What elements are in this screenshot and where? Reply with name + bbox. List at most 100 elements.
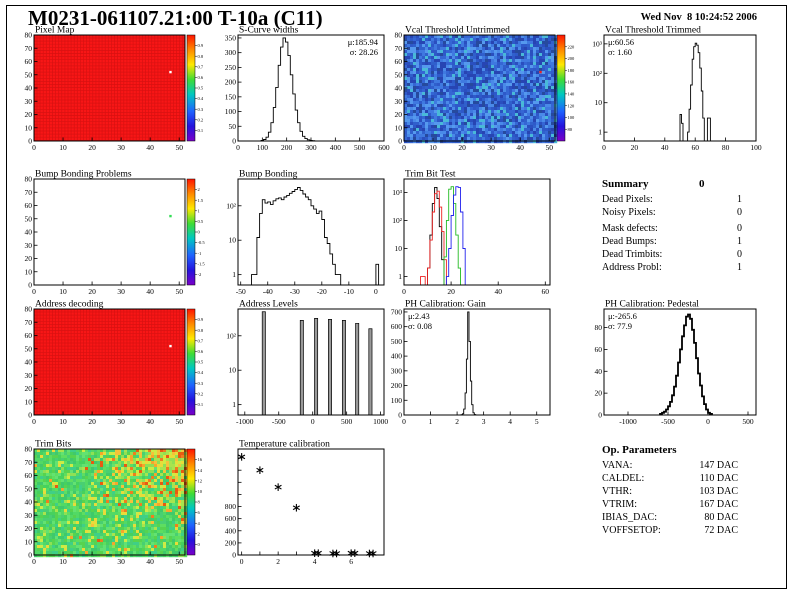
op-parameter-row-value: 147 DAC (699, 460, 738, 471)
op-parameter-row-label: CALDEL: (602, 473, 645, 484)
data-point-marker (238, 453, 246, 461)
y-tick-label: 60 (595, 345, 603, 354)
y-tick-label: 80 (25, 31, 33, 40)
y-tick-label: 10 (25, 267, 33, 276)
op-parameter-row: VANA: 147 DAC (602, 459, 738, 472)
x-tick-label: 0 (402, 417, 406, 426)
colorbar-label: 0.3 (198, 381, 204, 386)
x-tick-label: 500 (341, 417, 353, 426)
defect-pixel (169, 344, 172, 348)
x-tick-label: -20 (317, 287, 327, 296)
y-tick-label: 30 (25, 97, 33, 106)
colorbar-label: 0.7 (198, 338, 204, 343)
histogram-curve (659, 313, 713, 415)
op-parameter-row: IBIAS_DAC: 80 DAC (602, 511, 738, 524)
colorbar-label: 0.8 (198, 328, 204, 333)
y-tick-label: 0 (232, 551, 236, 560)
x-tick-label: 80 (722, 143, 730, 152)
y-tick-label: 10² (392, 216, 403, 225)
colorbar-label: 0 (198, 230, 201, 235)
y-tick-label: 150 (225, 92, 237, 101)
y-tick-label: 40 (395, 84, 403, 93)
x-tick-label: 0 (32, 557, 36, 566)
bump-bonding-plot: Bump Bonding -50 -40 -30 -20 -10 0 1 10 10² (226, 170, 385, 296)
plot-title: PH Calibration: Gain (405, 300, 486, 310)
x-tick-label: -30 (290, 287, 300, 296)
colorbar (186, 448, 196, 556)
summary-title: Summary (602, 178, 649, 190)
y-tick-label: 20 (395, 110, 403, 119)
x-tick-label: 300 (305, 143, 317, 152)
x-tick-label: 10 (59, 143, 67, 152)
x-tick-label: 20 (88, 143, 96, 152)
x-tick-label: 100 (750, 143, 762, 152)
x-tick-label: 20 (631, 143, 639, 152)
x-tick-label: 100 (257, 143, 269, 152)
y-tick-label: 10² (226, 331, 237, 340)
colorbar-label: 12 (198, 478, 203, 483)
x-tick-label: 60 (691, 143, 699, 152)
y-tick-label: 10 (25, 397, 33, 406)
x-tick-label: 0 (32, 143, 36, 152)
x-tick-label: 0 (311, 417, 315, 426)
data-point-marker (332, 549, 341, 558)
summary-row-value: 1 (737, 194, 742, 205)
x-tick-label: 40 (146, 287, 154, 296)
x-tick-label: 0 (240, 557, 244, 566)
x-tick-label: 40 (661, 143, 669, 152)
x-tick-label: 50 (175, 557, 183, 566)
y-tick-label: 20 (595, 389, 603, 398)
y-tick-label: 300 (225, 48, 237, 57)
stats-mu: μ:60.56 (608, 37, 634, 47)
colorbar-label: 0.9 (198, 43, 204, 48)
red-heatmap-cells (34, 35, 185, 141)
address-decoding-plot: Address decoding 0.9 0.8 0.7 0.6 0.5 0.4 0.3 0.2… (25, 300, 204, 427)
colorbar-label: 140 (568, 91, 576, 96)
plot-title: Vcal Threshold Trimmed (605, 26, 701, 36)
x-tick-label: -40 (263, 287, 273, 296)
scurve-widths-plot: S-Curve widths 0 100 200 300 400 500 600 0 50 100 1… (225, 26, 390, 153)
x-tick-label: 50 (175, 287, 183, 296)
colorbar-label: 0.2 (198, 117, 204, 122)
temp-calibration-plot: Temperature calibration 0 2 4 6 0 200 400 600 800 (225, 440, 385, 566)
op-parameter-row: CALDEL: 110 DAC (602, 472, 738, 485)
x-tick-label: 30 (117, 557, 125, 566)
plot-title: Bump Bonding Problems (35, 170, 132, 180)
y-tick-label: 0 (28, 411, 32, 420)
y-tick-label: 700 (391, 307, 403, 316)
summary-row: Dead Trimbits: 0 (602, 248, 742, 261)
x-tick-label: 20 (447, 287, 455, 296)
x-tick-label: 10 (59, 417, 67, 426)
y-tick-label: 1 (398, 272, 402, 281)
colorbar-label: 1.5 (198, 198, 204, 203)
summary-panel: Summary 0 Dead Pixels: 1 Noisy Pixels: 0 Mas… (602, 178, 742, 274)
y-tick-label: 50 (229, 122, 237, 131)
stats-sigma: σ: 1.60 (608, 47, 632, 57)
summary-row-label: Dead Trimbits: (602, 249, 663, 260)
y-tick-label: 50 (25, 344, 33, 353)
y-tick-label: 80 (25, 175, 33, 184)
summary-row: Dead Pixels: 1 (602, 193, 742, 206)
y-tick-label: 0 (398, 137, 402, 146)
y-tick-label: 0 (28, 281, 32, 290)
y-tick-label: 70 (25, 458, 33, 467)
address-levels-plot: Address Levels -1000 -500 0 500 1000 1 10 10² (226, 300, 388, 427)
histogram-curve (251, 187, 380, 286)
colorbar-label: 0.8 (198, 54, 204, 59)
y-tick-label: 50 (395, 70, 403, 79)
histogram-curve (404, 186, 550, 286)
plot-title: Pixel Map (35, 26, 75, 36)
address-level-spike (328, 319, 332, 415)
x-tick-label: 500 (354, 143, 366, 152)
y-tick-label: 200 (391, 381, 403, 390)
summary-header: Summary 0 (602, 178, 742, 191)
colorbar-label: 200 (568, 56, 576, 61)
y-tick-label: 10² (592, 69, 603, 78)
summary-row-label: Dead Bumps: (602, 236, 657, 247)
defect-pixel (169, 214, 172, 218)
colorbar-label: -1.5 (198, 261, 206, 266)
x-tick-label: 40 (516, 143, 524, 152)
plot-title: Vcal Threshold Untrimmed (405, 26, 510, 36)
